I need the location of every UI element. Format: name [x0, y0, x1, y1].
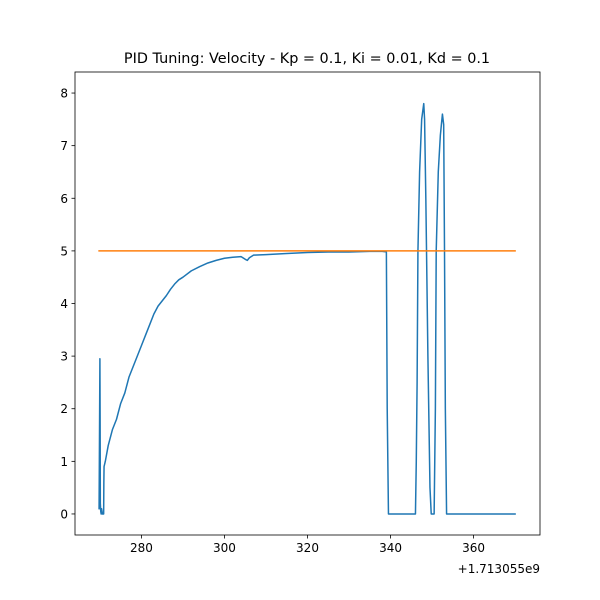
plot-area: 280 300 320 340 360 0 1 2 3 4 5 6 7 8	[60, 71, 541, 555]
y-tick-label-3: 3	[60, 350, 68, 364]
x-tick-label-3: 340	[379, 541, 402, 555]
axes-frame	[74, 71, 541, 536]
y-tick-label-2: 2	[60, 402, 68, 416]
x-tick-label-2: 320	[296, 541, 319, 555]
x-offset-label: +1.713055e9	[458, 562, 540, 576]
y-tick-label-7: 7	[60, 139, 68, 153]
y-tick-label-0: 0	[60, 507, 68, 521]
y-tick-label-5: 5	[60, 244, 68, 258]
y-tick-label-6: 6	[60, 192, 68, 206]
chart-title: PID Tuning: Velocity - Kp = 0.1, Ki = 0.…	[124, 51, 490, 67]
x-tick-label-1: 300	[213, 541, 236, 555]
x-tick-label-0: 280	[130, 541, 153, 555]
y-tick-label-1: 1	[60, 455, 68, 469]
series-line-0	[98, 102, 516, 515]
y-tick-label-8: 8	[60, 87, 68, 101]
x-tick-label-4: 360	[462, 541, 485, 555]
y-tick-label-4: 4	[60, 297, 68, 311]
